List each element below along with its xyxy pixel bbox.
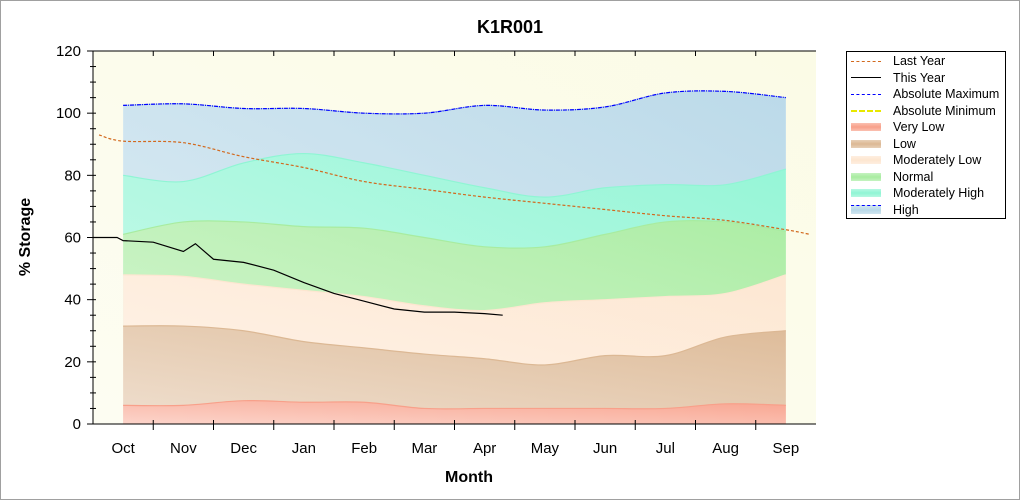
legend-swatch: [851, 172, 881, 181]
band-very-low: [123, 400, 786, 424]
legend-label: Very Low: [893, 120, 945, 134]
legend-item-very-low: Very Low: [851, 119, 944, 135]
legend-label: Absolute Maximum: [893, 87, 1000, 101]
legend-swatch: [851, 123, 881, 131]
legend-item-absolute-maximum: Absolute Maximum: [851, 86, 999, 102]
x-tick-label: Dec: [230, 440, 257, 457]
legend-swatch: [851, 60, 881, 62]
legend-label: Normal: [893, 169, 934, 184]
x-tick-label: Oct: [111, 440, 135, 457]
legend-item-moderately-low: Moderately Low: [851, 152, 981, 168]
chart-title: K1R001: [477, 17, 543, 37]
legend-swatch: [851, 156, 881, 164]
band-edge: [123, 219, 786, 249]
y-tick-label: 80: [64, 167, 81, 184]
y-tick-label: 20: [64, 354, 81, 371]
series-last-year: [98, 134, 811, 235]
legend-label: Absolute Minimum: [893, 103, 996, 118]
x-tick-label: Apr: [473, 440, 496, 457]
band-edge: [123, 399, 786, 410]
y-tick-label: 60: [64, 230, 81, 247]
legend-item-absolute-minimum: Absolute Minimum: [851, 103, 996, 119]
x-tick-label: May: [531, 440, 560, 457]
y-tick-label: 40: [64, 292, 81, 309]
y-tick-label: 100: [56, 105, 81, 122]
legend-label: Moderately Low: [893, 153, 982, 167]
legend-label: High: [893, 202, 919, 217]
legend-item-high: High: [851, 202, 919, 218]
x-tick-label: Mar: [411, 440, 437, 457]
series-this-year: [93, 236, 503, 316]
x-tick-label: Jan: [292, 440, 316, 457]
legend-swatch: [851, 205, 881, 214]
x-axis-label: Month: [445, 469, 493, 486]
x-tick-label: Jun: [593, 440, 617, 457]
legend-swatch: [851, 93, 881, 95]
y-tick-label: 0: [73, 416, 81, 433]
legend-swatch: [851, 77, 881, 78]
x-tick-label: Feb: [351, 440, 377, 457]
legend-swatch: [851, 139, 881, 148]
y-tick-label: 120: [56, 43, 81, 60]
band-edge: [123, 325, 786, 366]
legend-label: Low: [893, 136, 916, 151]
legend-label: Last Year: [893, 54, 946, 68]
x-tick-label: Sep: [773, 440, 800, 457]
legend-swatch: [851, 109, 881, 112]
band-low: [123, 325, 786, 424]
x-tick-label: Aug: [712, 440, 739, 457]
series-absolute-maximum: [123, 90, 786, 115]
legend-swatch: [851, 189, 881, 197]
legend-item-normal: Normal: [851, 169, 933, 185]
x-tick-label: Nov: [170, 440, 197, 457]
legend-label: Moderately High: [893, 186, 985, 200]
y-axis-label: % Storage: [17, 198, 34, 276]
legend-item-low: Low: [851, 136, 916, 152]
band-edge: [123, 152, 787, 198]
legend-item-last-year: Last Year: [851, 53, 945, 69]
legend: Last Year This Year Absolute Maximum Absolu…: [846, 51, 1006, 219]
legend-label: This Year: [893, 70, 946, 85]
band-edge: [123, 274, 787, 312]
x-tick-label: Jul: [656, 440, 675, 457]
legend-item-this-year: This Year: [851, 70, 945, 86]
legend-item-moderately-high: Moderately High: [851, 185, 984, 201]
